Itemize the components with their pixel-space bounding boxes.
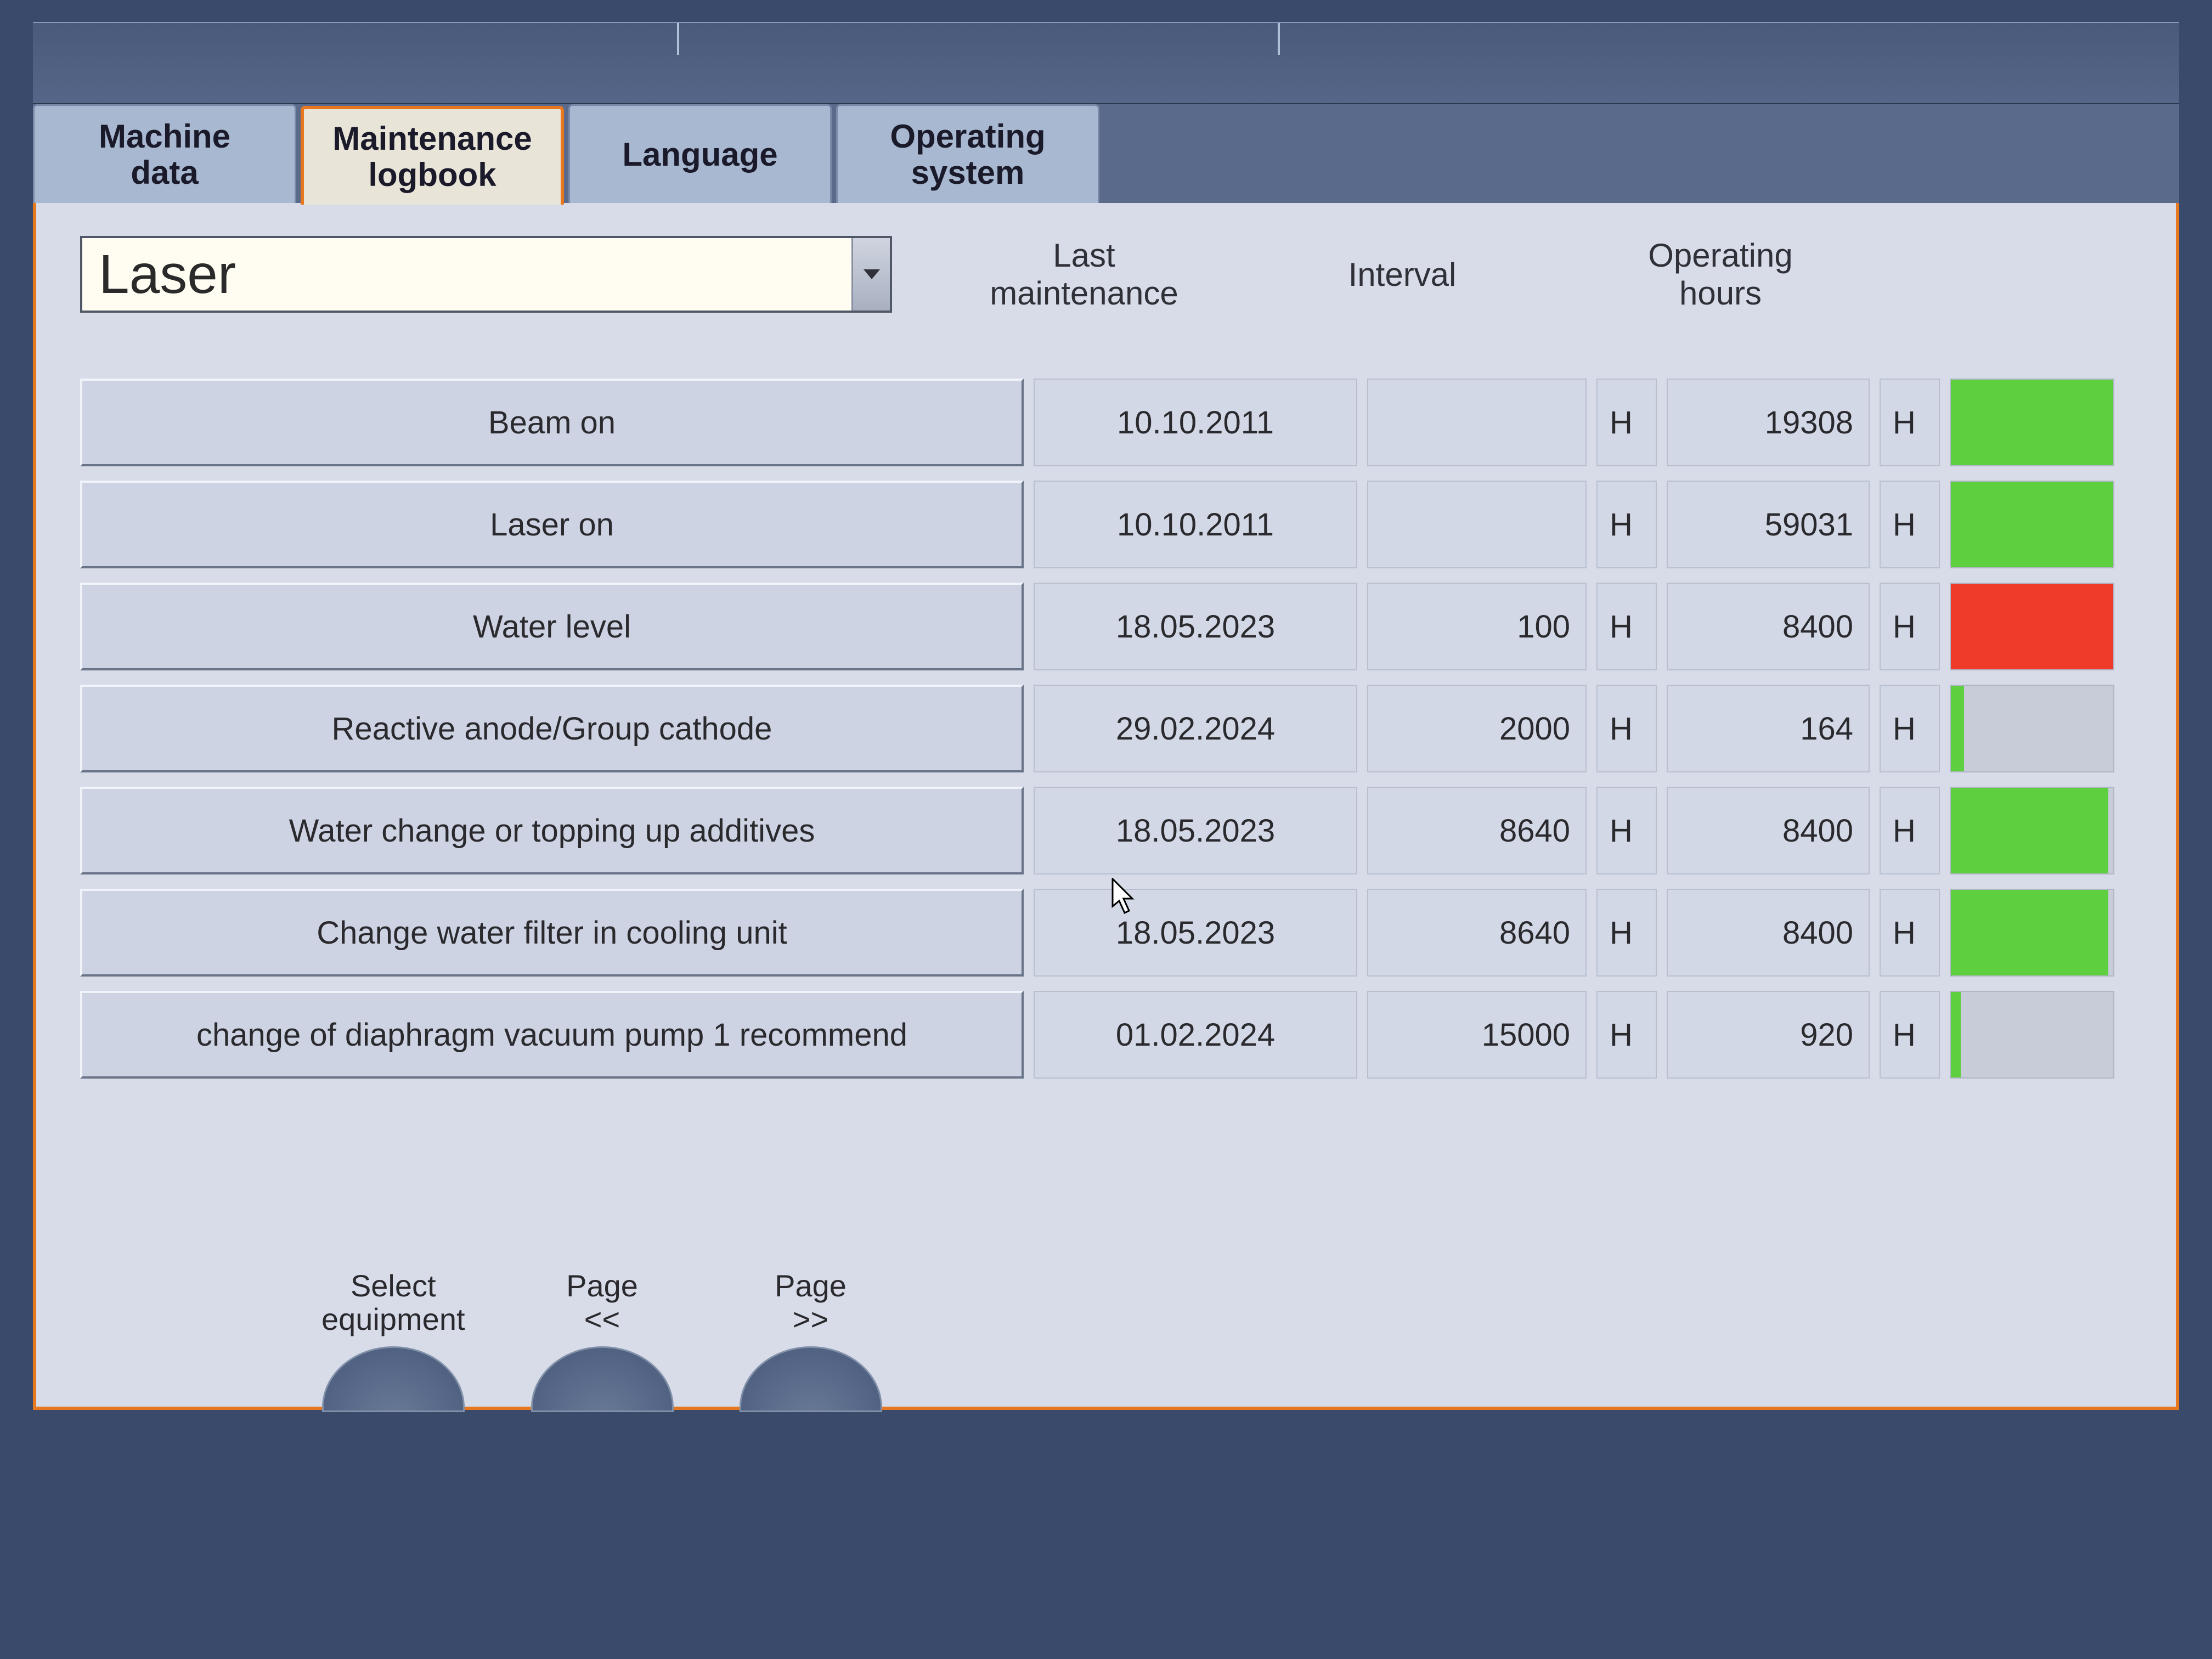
page-next-button[interactable]: Page >> [740, 1269, 882, 1412]
cell-interval: 100 [1367, 583, 1587, 670]
cell-last-maintenance: 18.05.2023 [1034, 889, 1357, 977]
maintenance-item-button[interactable]: Laser on [80, 481, 1024, 568]
table-row: Water level18.05.2023100H8400H [80, 583, 2132, 670]
cell-operating-hours: 8400 [1667, 583, 1870, 670]
cell-operating-hours: 19308 [1667, 379, 1870, 466]
cell-operating-hours: 920 [1667, 991, 1870, 1079]
equipment-dropdown[interactable]: Laser [80, 236, 892, 313]
cell-last-maintenance: 10.10.2011 [1034, 481, 1357, 568]
table-row: Reactive anode/Group cathode29.02.202420… [80, 685, 2132, 772]
cell-last-maintenance: 10.10.2011 [1034, 379, 1357, 466]
cell-interval [1367, 379, 1587, 466]
cell-operating-hours: 8400 [1667, 889, 1870, 977]
select-equipment-button[interactable]: Select equipment [321, 1269, 465, 1412]
cell-interval-unit: H [1596, 481, 1657, 568]
equipment-dropdown-value: Laser [82, 238, 851, 311]
maintenance-item-button[interactable]: change of diaphragm vacuum pump 1 recomm… [80, 991, 1024, 1079]
status-bar [1950, 889, 2114, 977]
status-bar [1950, 991, 2114, 1079]
table-row: Change water filter in cooling unit18.05… [80, 889, 2132, 977]
cell-operating-hours-unit: H [1880, 787, 1940, 874]
cell-interval-unit: H [1596, 787, 1657, 874]
cell-last-maintenance: 01.02.2024 [1034, 991, 1357, 1079]
cell-interval-unit: H [1596, 583, 1657, 670]
tab-op-system[interactable]: Operating system [836, 104, 1099, 203]
table-row: Water change or topping up additives18.0… [80, 787, 2132, 874]
maintenance-item-button[interactable]: Reactive anode/Group cathode [80, 685, 1024, 772]
status-bar [1950, 787, 2114, 874]
cell-interval-unit: H [1596, 889, 1657, 977]
cell-operating-hours-unit: H [1880, 889, 1940, 977]
tab-row: Machine dataMaintenance logbookLanguageO… [33, 104, 2179, 203]
maintenance-item-button[interactable]: Beam on [80, 379, 1024, 466]
table-row: Beam on10.10.2011 H19308H [80, 379, 2132, 466]
dropdown-arrow-icon[interactable] [851, 238, 890, 311]
cell-operating-hours-unit: H [1880, 379, 1940, 466]
maintenance-item-button[interactable]: Water level [80, 583, 1024, 670]
cell-interval-unit: H [1596, 991, 1657, 1079]
status-bar [1950, 685, 2114, 772]
maintenance-item-button[interactable]: Change water filter in cooling unit [80, 889, 1024, 977]
cell-interval: 2000 [1367, 685, 1587, 772]
status-bar [1950, 481, 2114, 568]
col-operating-hours: Operating hours [1550, 236, 1891, 312]
cell-last-maintenance: 18.05.2023 [1034, 787, 1357, 874]
cell-operating-hours-unit: H [1880, 583, 1940, 670]
status-bar [1950, 583, 2114, 670]
cell-operating-hours-unit: H [1880, 685, 1940, 772]
cell-interval: 15000 [1367, 991, 1587, 1079]
col-interval: Interval [1260, 236, 1545, 312]
cell-operating-hours: 164 [1667, 685, 1870, 772]
status-bar [1950, 379, 2114, 466]
maintenance-item-button[interactable]: Water change or topping up additives [80, 787, 1024, 874]
cell-operating-hours-unit: H [1880, 481, 1940, 568]
bottom-button-row: Select equipment Page << Page >> [36, 1269, 2176, 1412]
tab-machine-data[interactable]: Machine data [33, 104, 296, 203]
table-row: Laser on10.10.2011 H59031H [80, 481, 2132, 568]
cell-interval [1367, 481, 1587, 568]
page-prev-button[interactable]: Page << [531, 1269, 674, 1412]
cell-operating-hours: 8400 [1667, 787, 1870, 874]
cell-interval: 8640 [1367, 889, 1587, 977]
cell-interval: 8640 [1367, 787, 1587, 874]
tab-language[interactable]: Language [568, 104, 832, 203]
maintenance-table: Beam on10.10.2011H19308HLaser on10.10.20… [80, 379, 2132, 1079]
cell-last-maintenance: 29.02.2024 [1034, 685, 1357, 772]
cell-operating-hours: 59031 [1667, 481, 1870, 568]
content-panel: Laser Last maintenance Interval Operatin… [33, 203, 2179, 1410]
cell-last-maintenance: 18.05.2023 [1034, 583, 1357, 670]
window-titlebar [33, 22, 2179, 104]
cell-operating-hours-unit: H [1880, 991, 1940, 1079]
cell-interval-unit: H [1596, 685, 1657, 772]
column-headers: Last maintenance Interval Operating hour… [914, 236, 2132, 312]
cell-interval-unit: H [1596, 379, 1657, 466]
tab-maint-logbook[interactable]: Maintenance logbook [301, 106, 564, 205]
table-row: change of diaphragm vacuum pump 1 recomm… [80, 991, 2132, 1079]
col-last-maintenance: Last maintenance [914, 236, 1254, 312]
